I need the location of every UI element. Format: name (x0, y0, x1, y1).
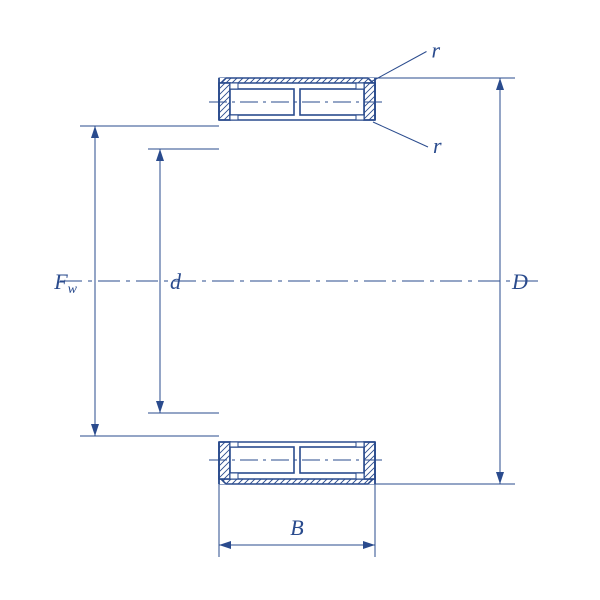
svg-text:r: r (433, 133, 442, 158)
svg-text:D: D (511, 269, 528, 294)
svg-text:B: B (290, 515, 303, 540)
svg-text:r: r (432, 38, 441, 63)
svg-text:d: d (170, 269, 182, 294)
svg-text:Fw: Fw (53, 269, 77, 297)
